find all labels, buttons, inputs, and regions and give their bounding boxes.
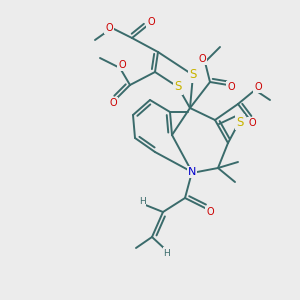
Text: O: O xyxy=(198,54,206,64)
Text: O: O xyxy=(147,17,155,27)
Text: O: O xyxy=(105,23,113,33)
Text: O: O xyxy=(109,98,117,108)
Text: O: O xyxy=(227,82,235,92)
Text: S: S xyxy=(174,80,182,94)
Text: H: H xyxy=(139,196,145,206)
Text: S: S xyxy=(189,68,197,82)
Text: S: S xyxy=(236,116,244,128)
Text: O: O xyxy=(254,82,262,92)
Text: O: O xyxy=(118,60,126,70)
Text: O: O xyxy=(248,118,256,128)
Text: H: H xyxy=(164,248,170,257)
Text: O: O xyxy=(206,207,214,217)
Text: N: N xyxy=(188,167,196,177)
